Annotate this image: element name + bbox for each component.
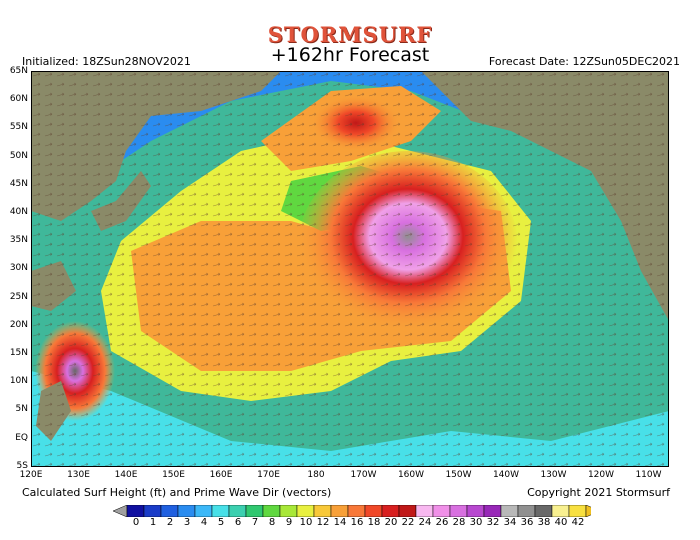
lat-label: 60N bbox=[9, 94, 28, 105]
colorbar-swatch bbox=[126, 505, 145, 517]
colorbar-under-arrow bbox=[113, 505, 128, 517]
colorbar-swatch bbox=[568, 505, 587, 517]
colorbar-swatch bbox=[466, 505, 485, 517]
colorbar-over-arrow bbox=[585, 505, 591, 517]
lat-label: 50N bbox=[9, 150, 28, 161]
wave-direction-vectors bbox=[31, 71, 669, 467]
colorbar-swatch bbox=[381, 505, 400, 517]
forecast-hour-title: +162hr Forecast bbox=[270, 44, 430, 66]
colorbar-tick-label: 42 bbox=[571, 517, 585, 528]
colorbar-tick-label: 16 bbox=[350, 517, 364, 528]
colorbar-swatch bbox=[483, 505, 502, 517]
map-border bbox=[31, 71, 669, 467]
colorbar-swatch bbox=[517, 505, 536, 517]
lon-label: 140E bbox=[114, 470, 138, 480]
lat-label: 40N bbox=[9, 207, 28, 217]
colorbar-tick-label: 0 bbox=[132, 517, 140, 528]
colorbar-tick-label: 22 bbox=[401, 517, 415, 528]
colorbar-tick-label: 9 bbox=[285, 517, 293, 528]
colorbar-swatch bbox=[211, 505, 230, 517]
forecast-date-label: Forecast Date: 12ZSun05DEC2021 bbox=[488, 55, 680, 68]
lat-label: 15N bbox=[9, 348, 28, 358]
lon-label: 170W bbox=[350, 470, 377, 480]
colorbar-swatch bbox=[432, 505, 451, 517]
colorbar-tick-label: 4 bbox=[200, 517, 208, 528]
surf-height-map bbox=[31, 71, 669, 467]
colorbar-tick-label: 10 bbox=[299, 517, 313, 528]
colorbar-tick-label: 38 bbox=[537, 517, 551, 528]
colorbar-tick-label: 30 bbox=[469, 517, 483, 528]
lon-label: 180 bbox=[307, 470, 325, 480]
colorbar-swatch bbox=[551, 505, 570, 517]
colorbar-swatch bbox=[296, 505, 315, 517]
initialized-label: Initialized: 18ZSun28NOV2021 bbox=[22, 55, 191, 68]
surf-height-colorbar bbox=[113, 505, 591, 517]
colorbar-swatch bbox=[143, 505, 162, 517]
lat-label: 10N bbox=[9, 376, 28, 387]
colorbar-tick-label: 32 bbox=[486, 517, 500, 528]
lon-label: 170E bbox=[257, 470, 280, 480]
lon-label: 150E bbox=[162, 470, 185, 480]
colorbar-tick-label: 24 bbox=[418, 517, 432, 528]
colorbar-tick-label: 2 bbox=[166, 517, 174, 528]
colorbar-swatch bbox=[279, 505, 298, 517]
lon-label: 160W bbox=[397, 470, 425, 480]
colorbar-swatch bbox=[160, 505, 179, 517]
colorbar-tick-label: 26 bbox=[435, 517, 449, 528]
colorbar-tick-label: 8 bbox=[268, 517, 276, 528]
colorbar-tick-label: 34 bbox=[503, 517, 517, 528]
lat-label: 65N bbox=[9, 66, 28, 76]
colorbar-tick-label: 36 bbox=[520, 517, 534, 528]
colorbar-swatch bbox=[449, 505, 468, 517]
lon-label: 140W bbox=[492, 470, 520, 480]
lon-label: 130W bbox=[540, 470, 567, 480]
lon-label: 160E bbox=[209, 470, 233, 480]
colorbar-tick-label: 14 bbox=[333, 517, 347, 528]
stormsurf-logo: STORMSURF bbox=[267, 22, 433, 47]
lon-label: 130E bbox=[67, 470, 90, 480]
colorbar-swatch bbox=[313, 505, 332, 517]
lat-label: 20N bbox=[9, 319, 28, 330]
colorbar-tick-label: 1 bbox=[149, 517, 157, 528]
colorbar-tick-label: 28 bbox=[452, 517, 466, 528]
colorbar-swatch bbox=[415, 505, 434, 517]
colorbar-swatch bbox=[228, 505, 247, 517]
lat-label: 30N bbox=[9, 263, 28, 274]
colorbar-tick-label: 7 bbox=[251, 517, 259, 528]
colorbar-tick-label: 5 bbox=[217, 517, 225, 528]
lon-label: 120W bbox=[587, 470, 615, 480]
lat-label: 25N bbox=[9, 291, 28, 302]
colorbar-tick-label: 18 bbox=[367, 517, 381, 528]
colorbar-swatch bbox=[534, 505, 553, 517]
lat-label: 55N bbox=[9, 122, 28, 133]
lon-label: 110W bbox=[635, 470, 662, 480]
colorbar-tick-label: 3 bbox=[183, 517, 191, 528]
colorbar-tick-label: 12 bbox=[316, 517, 330, 528]
colorbar-swatch bbox=[364, 505, 383, 517]
colorbar-tick-label: 20 bbox=[384, 517, 398, 528]
colorbar-swatch bbox=[347, 505, 366, 517]
lon-label: 120E bbox=[19, 470, 43, 480]
copyright-label: Copyright 2021 Stormsurf bbox=[527, 486, 670, 499]
colorbar-swatch bbox=[245, 505, 264, 517]
colorbar-swatch bbox=[330, 505, 349, 517]
lat-label: 5S bbox=[16, 460, 28, 471]
colorbar-swatch bbox=[500, 505, 519, 517]
colorbar-swatch bbox=[194, 505, 213, 517]
lat-label: 5N bbox=[15, 404, 28, 415]
lon-label: 150W bbox=[445, 470, 472, 480]
colorbar-swatch bbox=[398, 505, 417, 517]
colorbar-swatch bbox=[177, 505, 196, 517]
lat-label: 45N bbox=[9, 178, 28, 189]
colorbar-tick-label: 40 bbox=[554, 517, 568, 528]
colorbar-tick-label: 6 bbox=[234, 517, 242, 528]
map-caption: Calculated Surf Height (ft) and Prime Wa… bbox=[22, 486, 332, 499]
lat-label: EQ bbox=[15, 432, 28, 443]
colorbar-swatch bbox=[262, 505, 281, 517]
lat-label: 35N bbox=[9, 235, 28, 246]
